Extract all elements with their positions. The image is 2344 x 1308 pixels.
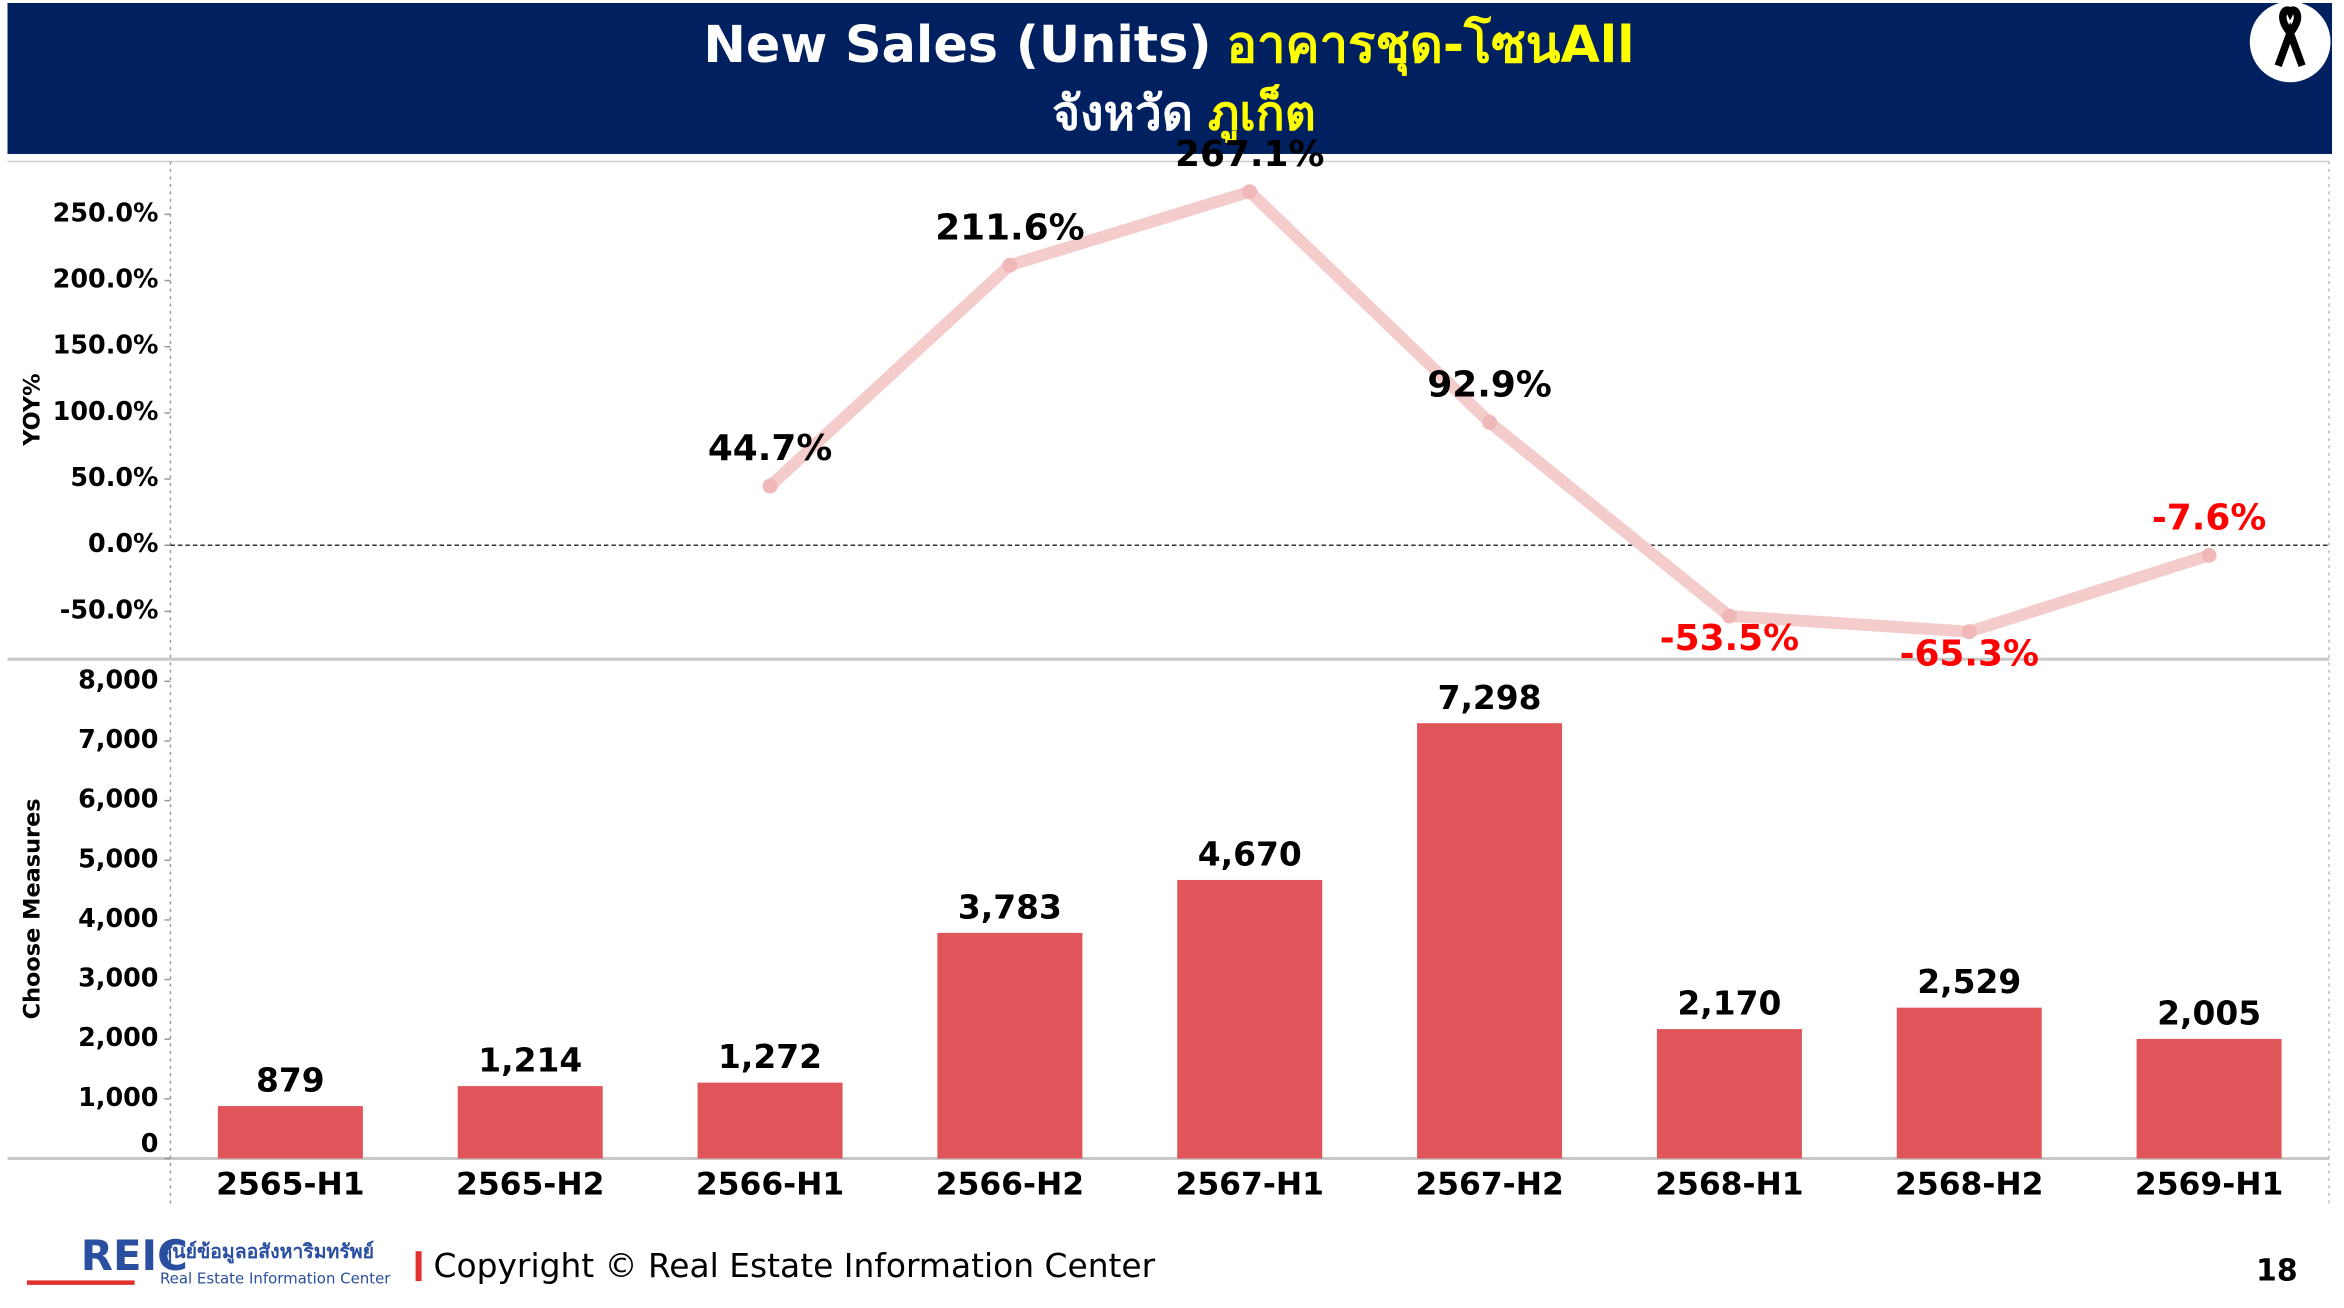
value-label: 7,298: [1438, 678, 1542, 717]
y-tick-label: 150.0%: [53, 330, 159, 360]
y-tick-label: 8,000: [78, 664, 158, 694]
value-label: -65.3%: [1900, 634, 2039, 675]
x-tick-label: 2566-H2: [936, 1166, 1084, 1202]
title: New Sales (Units) อาคารชุด-โซนAll: [703, 14, 1634, 76]
footer-accent: [415, 1251, 422, 1282]
yoy-point: [2201, 547, 2217, 563]
yoy-point: [1721, 608, 1737, 624]
x-tick-label: 2565-H1: [216, 1166, 364, 1202]
copyright: Copyright © Real Estate Information Cent…: [434, 1246, 1156, 1285]
value-label: -7.6%: [2152, 497, 2266, 538]
y-tick-label: 50.0%: [70, 462, 158, 492]
bar: [937, 932, 1083, 1159]
logo-en: Real Estate Information Center: [160, 1270, 391, 1288]
x-tick-label: 2565-H2: [456, 1166, 604, 1202]
y-tick-label: 250.0%: [53, 197, 159, 227]
ribbon-icon: [2274, 6, 2306, 68]
bar: [1896, 1007, 2042, 1159]
yoy-line: [764, 185, 2216, 638]
x-tick-label: 2568-H2: [1895, 1166, 2043, 1202]
yoy-point: [1961, 624, 1977, 640]
x-tick-label: 2569-H1: [2135, 1166, 2283, 1202]
value-label: 1,272: [718, 1037, 822, 1076]
y-tick-label: 4,000: [78, 903, 158, 933]
y-tick-label: 1,000: [78, 1082, 158, 1112]
province-label: จังหวัด: [1052, 87, 1193, 142]
logo: REIC: [81, 1231, 188, 1280]
y-tick-label: 6,000: [78, 784, 158, 814]
y-tick-label: -50.0%: [60, 594, 159, 624]
y-tick-label: 100.0%: [53, 396, 159, 426]
bar: [457, 1086, 603, 1159]
bar: [1656, 1029, 1802, 1159]
page-number: 18: [2256, 1254, 2298, 1289]
x-tick-label: 2567-H1: [1176, 1166, 1324, 1202]
value-label: 2,529: [1917, 962, 2021, 1001]
header-bar: [7, 2, 2333, 154]
yoy-point: [1482, 414, 1498, 430]
yoy-point: [1002, 257, 1018, 273]
bar: [1417, 723, 1563, 1159]
value-label: 1,214: [478, 1041, 582, 1080]
value-label: -53.5%: [1660, 618, 1799, 659]
y-tick-label: 0: [141, 1128, 159, 1158]
value-label: 267.1%: [1175, 134, 1324, 175]
value-label: 2,170: [1677, 984, 1781, 1023]
y-tick-label: 2,000: [78, 1022, 158, 1052]
value-label: 2,005: [2157, 993, 2261, 1032]
bar: [1177, 879, 1323, 1159]
value-label: 92.9%: [1427, 364, 1551, 405]
y-axis-title: Choose Measures: [19, 798, 45, 1019]
x-tick-label: 2568-H1: [1655, 1166, 1803, 1202]
value-label: 4,670: [1198, 835, 1302, 874]
bar: [2136, 1038, 2282, 1159]
y-tick-label: 7,000: [78, 724, 158, 754]
province: ภูเก็ต: [1208, 84, 1316, 144]
value-label: 879: [256, 1061, 325, 1100]
y-tick-label: 200.0%: [53, 264, 159, 294]
y-tick-label: 3,000: [78, 963, 158, 993]
subtitle: จังหวัด ภูเก็ต: [1052, 84, 1316, 144]
yoy-point: [762, 478, 778, 494]
bar: [217, 1106, 363, 1159]
logo-th: ศูนย์ข้อมูลอสังหาริมทรัพย์: [160, 1240, 374, 1265]
value-label: 3,783: [958, 887, 1062, 926]
y-tick-label: 5,000: [78, 843, 158, 873]
y-axis-title: YOY%: [19, 373, 45, 446]
value-label: 44.7%: [708, 428, 832, 469]
y-tick-label: 0.0%: [88, 528, 158, 558]
title-en: New Sales (Units): [703, 15, 1211, 74]
yoy-point: [1242, 184, 1258, 200]
x-tick-label: 2566-H1: [696, 1166, 844, 1202]
title-th: อาคารชุด-โซนAll: [1227, 14, 1635, 76]
value-label: 211.6%: [935, 207, 1084, 248]
x-tick-label: 2567-H2: [1415, 1166, 1563, 1202]
bar: [697, 1082, 843, 1159]
